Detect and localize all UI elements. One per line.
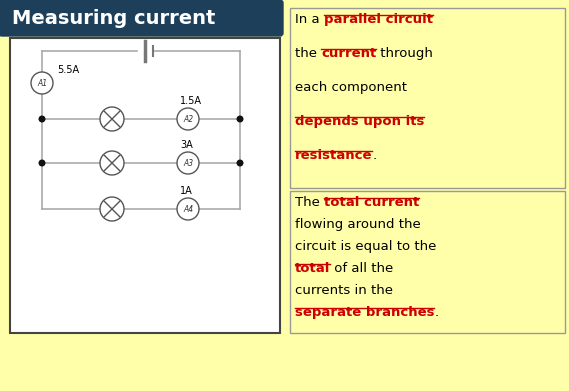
Text: .: .	[435, 306, 439, 319]
Text: current: current	[321, 47, 377, 60]
Circle shape	[177, 152, 199, 174]
Text: A1: A1	[37, 79, 47, 88]
Text: A2: A2	[183, 115, 193, 124]
Text: A4: A4	[183, 204, 193, 213]
Text: circuit is equal to the: circuit is equal to the	[295, 240, 436, 253]
FancyBboxPatch shape	[0, 0, 283, 36]
Text: depends upon its: depends upon its	[295, 115, 424, 128]
Text: .: .	[373, 149, 377, 162]
Text: A3: A3	[183, 158, 193, 167]
FancyBboxPatch shape	[290, 8, 565, 188]
Text: the: the	[295, 47, 321, 60]
Text: each component: each component	[295, 81, 407, 94]
Text: through: through	[377, 47, 434, 60]
Circle shape	[100, 197, 124, 221]
Text: total: total	[295, 262, 331, 275]
Text: of all the: of all the	[331, 262, 394, 275]
Text: The: The	[295, 196, 324, 209]
Circle shape	[177, 198, 199, 220]
Text: 1.5A: 1.5A	[180, 96, 202, 106]
Text: 1A: 1A	[180, 186, 193, 196]
Text: currents in the: currents in the	[295, 284, 393, 297]
Text: parallel circuit: parallel circuit	[324, 13, 433, 26]
Circle shape	[39, 115, 46, 122]
Text: In a: In a	[295, 13, 324, 26]
Text: separate branches: separate branches	[295, 306, 435, 319]
Circle shape	[100, 107, 124, 131]
Circle shape	[177, 108, 199, 130]
Circle shape	[237, 115, 244, 122]
FancyBboxPatch shape	[10, 38, 280, 333]
Circle shape	[31, 72, 53, 94]
Text: flowing around the: flowing around the	[295, 218, 420, 231]
FancyBboxPatch shape	[290, 191, 565, 333]
Text: total current: total current	[324, 196, 419, 209]
Text: resistance: resistance	[295, 149, 373, 162]
Circle shape	[237, 160, 244, 167]
Circle shape	[100, 151, 124, 175]
Text: 3A: 3A	[180, 140, 193, 150]
Text: 5.5A: 5.5A	[57, 65, 79, 75]
Circle shape	[39, 160, 46, 167]
Text: Measuring current: Measuring current	[12, 9, 216, 27]
